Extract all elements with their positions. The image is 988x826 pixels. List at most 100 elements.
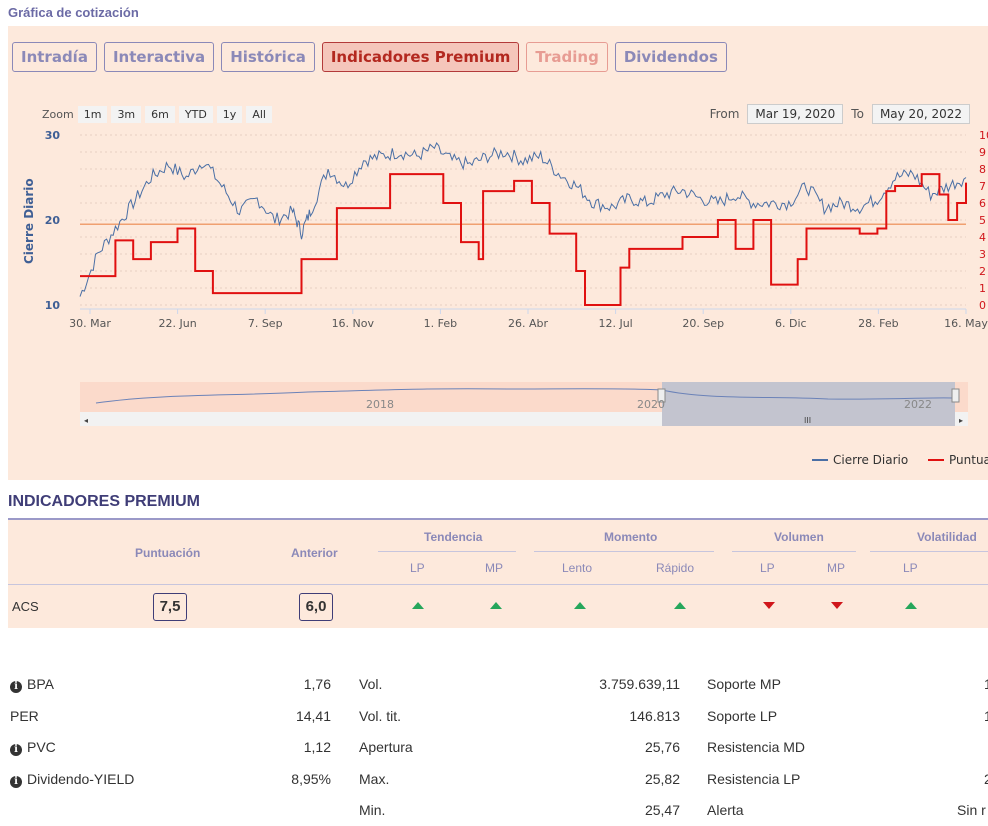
group-momento-header: Momento xyxy=(604,530,658,544)
navigator-line xyxy=(95,388,956,404)
volumen-mp-down-icon xyxy=(831,602,843,609)
section-title: INDICADORES PREMIUM xyxy=(8,493,201,510)
scrollbar-thumb[interactable] xyxy=(662,412,955,426)
group-tendencia-underline xyxy=(378,551,516,552)
stat-min-label: Min. xyxy=(359,802,386,818)
tab-interactiva[interactable]: Interactiva xyxy=(103,42,215,72)
zoom-1m-button[interactable]: 1m xyxy=(77,106,108,123)
info-icon[interactable]: i xyxy=(10,776,22,788)
right-tick-label: 6 xyxy=(979,197,986,210)
info-icon[interactable]: i xyxy=(10,681,22,693)
indicators-table: Puntuación Anterior Tendencia Momento Vo… xyxy=(8,518,988,628)
tab-historica[interactable]: Histórica xyxy=(221,42,315,72)
x-tick-label: 12. Jul xyxy=(598,317,632,330)
navigator-label-2022: 2022 xyxy=(904,398,932,411)
legend-item-puntuacion[interactable]: Puntua xyxy=(928,453,988,467)
stat-per-value: 14,41 xyxy=(295,708,331,724)
left-tick-label: 30 xyxy=(45,129,61,142)
volumen-lp-down-icon xyxy=(763,602,775,609)
row-ticker: ACS xyxy=(12,599,39,614)
subcol-volumen-lp: LP xyxy=(760,561,775,575)
stat-voltit-label: Vol. tit. xyxy=(359,708,402,724)
zoom-ytd-button[interactable]: YTD xyxy=(178,106,213,123)
zoom-3m-button[interactable]: 3m xyxy=(111,106,142,123)
navigator-handle-right[interactable] xyxy=(951,388,960,403)
subcol-volumen-mp: MP xyxy=(827,561,845,575)
stat-resistencia-md-label: Resistencia MD xyxy=(707,739,806,755)
right-tick-label: 0 xyxy=(979,299,986,312)
to-date-input[interactable]: May 20, 2022 xyxy=(871,104,970,124)
tab-trading[interactable]: Trading xyxy=(526,42,608,72)
right-tick-label: 3 xyxy=(979,248,986,261)
stat-soporte-mp-value: 1 xyxy=(984,676,988,692)
chart-tabs: Intradía Interactiva Histórica Indicador… xyxy=(12,42,727,72)
x-tick-label: 1. Feb xyxy=(424,317,457,330)
tab-indicadores-premium[interactable]: Indicadores Premium xyxy=(321,42,520,72)
x-tick-label: 26. Abr xyxy=(508,317,548,330)
stat-soporte-lp-label: Soporte LP xyxy=(707,708,778,724)
subcol-tendencia-mp: MP xyxy=(485,561,503,575)
y-axis-label: Cierre Diario xyxy=(22,178,36,264)
chart-grid xyxy=(80,134,966,310)
group-volatilidad-underline xyxy=(870,551,988,552)
stat-max-label: Max. xyxy=(359,771,390,787)
right-tick-label: 4 xyxy=(979,231,986,244)
stat-vol-label: Vol. xyxy=(359,676,383,692)
subcol-tendencia-lp: LP xyxy=(410,561,425,575)
momento-rapido-up-icon xyxy=(674,602,686,609)
navigator[interactable]: 2018 2020 2022 III ◂ ▸ xyxy=(80,382,968,426)
stat-apertura-label: Apertura xyxy=(359,739,413,755)
x-tick-label: 22. Jun xyxy=(159,317,197,330)
group-volumen-underline xyxy=(732,551,856,552)
stat-soporte-lp-value: 1 xyxy=(984,708,988,724)
zoom-1y-button[interactable]: 1y xyxy=(216,106,243,123)
legend-puntuacion-swatch xyxy=(928,459,944,461)
chart-panel: Intradía Interactiva Histórica Indicador… xyxy=(8,26,988,480)
series-line-cierre-diario xyxy=(79,142,967,297)
zoom-selector: Zoom 1m 3m 6m YTD 1y All xyxy=(42,106,272,123)
group-momento-underline xyxy=(534,551,714,552)
right-tick-label: 8 xyxy=(979,163,986,176)
legend-item-cierre-diario[interactable]: Cierre Diario xyxy=(812,453,908,467)
left-tick-label: 20 xyxy=(45,214,61,227)
from-label: From xyxy=(709,107,740,121)
navigator-label-2020: 2020 xyxy=(637,398,665,411)
x-tick-label: 16. May xyxy=(944,317,988,330)
legend-cierre-diario-swatch xyxy=(812,459,828,461)
tendencia-lp-up-icon xyxy=(412,602,424,609)
right-tick-label: 5 xyxy=(979,214,986,227)
scrollbar-grip-icon: III xyxy=(804,416,811,425)
left-tick-label: 10 xyxy=(45,299,61,312)
zoom-all-button[interactable]: All xyxy=(246,106,272,123)
right-tick-label: 1 xyxy=(979,282,986,295)
stat-per-label: PER xyxy=(10,708,39,724)
right-tick-label: 2 xyxy=(979,265,986,278)
stat-yield-value: 8,95% xyxy=(291,771,331,787)
stat-apertura-value: 25,76 xyxy=(644,739,680,755)
tab-intradia[interactable]: Intradía xyxy=(12,42,97,72)
stat-bpa-label: i BPA xyxy=(10,676,54,693)
navigator-label-2018: 2018 xyxy=(366,398,394,411)
col-anterior-header: Anterior xyxy=(291,546,338,560)
col-puntuacion-header: Puntuación xyxy=(135,546,201,560)
volatilidad-lp-up-icon xyxy=(905,602,917,609)
score-previous: 6,0 xyxy=(299,593,333,621)
stat-voltit-value: 146.813 xyxy=(629,708,680,724)
group-volatilidad-header: Volatilidad xyxy=(917,530,977,544)
page-title: Gráfica de cotización xyxy=(8,5,139,20)
info-icon[interactable]: i xyxy=(10,744,22,756)
stat-pvc-label: i PVC xyxy=(10,739,56,756)
group-tendencia-header: Tendencia xyxy=(424,530,483,544)
scroll-left-icon: ◂ xyxy=(84,416,88,425)
zoom-label: Zoom xyxy=(42,108,74,121)
from-date-input[interactable]: Mar 19, 2020 xyxy=(747,104,844,124)
to-label: To xyxy=(851,107,864,121)
stat-alerta-value: Sin r xyxy=(957,802,986,818)
zoom-6m-button[interactable]: 6m xyxy=(145,106,175,123)
tab-dividendos[interactable]: Dividendos xyxy=(614,42,727,72)
stat-bpa-value: 1,76 xyxy=(303,676,331,692)
navigator-handle-left[interactable] xyxy=(657,388,666,403)
navigator-selection[interactable] xyxy=(662,382,955,412)
stat-soporte-mp-label: Soporte MP xyxy=(707,676,781,692)
